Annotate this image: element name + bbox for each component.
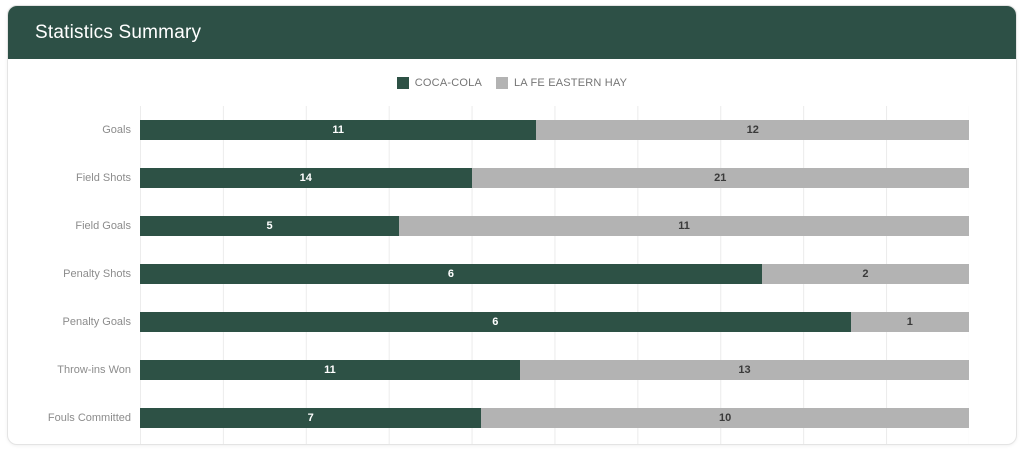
bar-segment-coca-cola: 11 (140, 360, 520, 380)
bar-value-label: 11 (678, 220, 690, 232)
chart-row: Fouls Committed 7 10 (8, 394, 969, 442)
bar-segment-la-fe-eastern-hay: 21 (471, 168, 969, 188)
bar-track: 11 12 (140, 120, 969, 140)
category-label: Penalty Shots (63, 268, 131, 280)
bar-value-label: 11 (324, 364, 336, 376)
chart-legend: COCA-COLA LA FE EASTERN HAY (8, 59, 1016, 106)
statistics-card: Statistics Summary COCA-COLA LA FE EASTER… (7, 5, 1017, 445)
bar-value-label: 2 (862, 268, 869, 280)
chart-row: Penalty Goals 6 1 (8, 298, 969, 346)
bar-segment-la-fe-eastern-hay: 13 (519, 360, 969, 380)
chart-rows: Goals 11 12 Field Shots 14 21 Field Goals 5 11 Pe… (8, 106, 969, 442)
bar-track: 7 10 (140, 408, 969, 428)
card-body: COCA-COLA LA FE EASTERN HAY Goals 11 12 Fiel… (8, 59, 1016, 444)
legend-item-la-fe-eastern-hay[interactable]: LA FE EASTERN HAY (495, 76, 628, 89)
chart-row: Penalty Shots 6 2 (8, 250, 969, 298)
legend-label: COCA-COLA (414, 76, 482, 89)
category-label: Field Goals (75, 220, 131, 232)
bar-track: 5 11 (140, 216, 969, 236)
category-label: Penalty Goals (62, 316, 131, 328)
bar-value-label: 7 (307, 412, 314, 424)
category-label: Field Shots (75, 172, 131, 184)
bar-segment-la-fe-eastern-hay: 1 (850, 312, 969, 332)
bar-value-label: 6 (447, 268, 454, 280)
bar-value-label: 13 (738, 364, 751, 376)
bar-segment-coca-cola: 7 (140, 408, 482, 428)
bar-segment-coca-cola: 5 (140, 216, 400, 236)
bar-segment-coca-cola: 14 (140, 168, 472, 188)
legend-label: LA FE EASTERN HAY (513, 76, 628, 89)
bar-value-label: 6 (492, 316, 499, 328)
legend-swatch-icon (396, 76, 409, 89)
card-header: Statistics Summary (8, 6, 1016, 59)
category-label: Throw-ins Won (57, 364, 131, 376)
bar-segment-coca-cola: 6 (140, 312, 851, 332)
category-label: Goals (102, 124, 131, 136)
bar-segment-la-fe-eastern-hay: 11 (399, 216, 969, 236)
bar-value-label: 12 (746, 124, 759, 136)
chart-row: Field Shots 14 21 (8, 154, 969, 202)
legend-swatch-icon (495, 76, 508, 89)
bar-segment-la-fe-eastern-hay: 12 (536, 120, 969, 140)
stacked-bar-chart: Goals 11 12 Field Shots 14 21 Field Goals 5 11 Pe… (8, 106, 1016, 444)
bar-segment-la-fe-eastern-hay: 10 (481, 408, 969, 428)
bar-segment-coca-cola: 11 (140, 120, 537, 140)
bar-segment-la-fe-eastern-hay: 2 (761, 264, 969, 284)
bar-value-label: 5 (266, 220, 273, 232)
bar-track: 11 13 (140, 360, 969, 380)
bar-value-label: 14 (299, 172, 312, 184)
chart-row: Field Goals 5 11 (8, 202, 969, 250)
bar-track: 14 21 (140, 168, 969, 188)
category-label: Fouls Committed (47, 412, 131, 424)
chart-row: Goals 11 12 (8, 106, 969, 154)
page-title: Statistics Summary (35, 21, 202, 43)
legend-item-coca-cola[interactable]: COCA-COLA (396, 76, 482, 89)
bar-value-label: 1 (906, 316, 913, 328)
chart-row: Throw-ins Won 11 13 (8, 346, 969, 394)
bar-value-label: 11 (332, 124, 345, 136)
bar-value-label: 10 (719, 412, 732, 424)
bar-segment-coca-cola: 6 (140, 264, 762, 284)
bar-value-label: 21 (714, 172, 727, 184)
